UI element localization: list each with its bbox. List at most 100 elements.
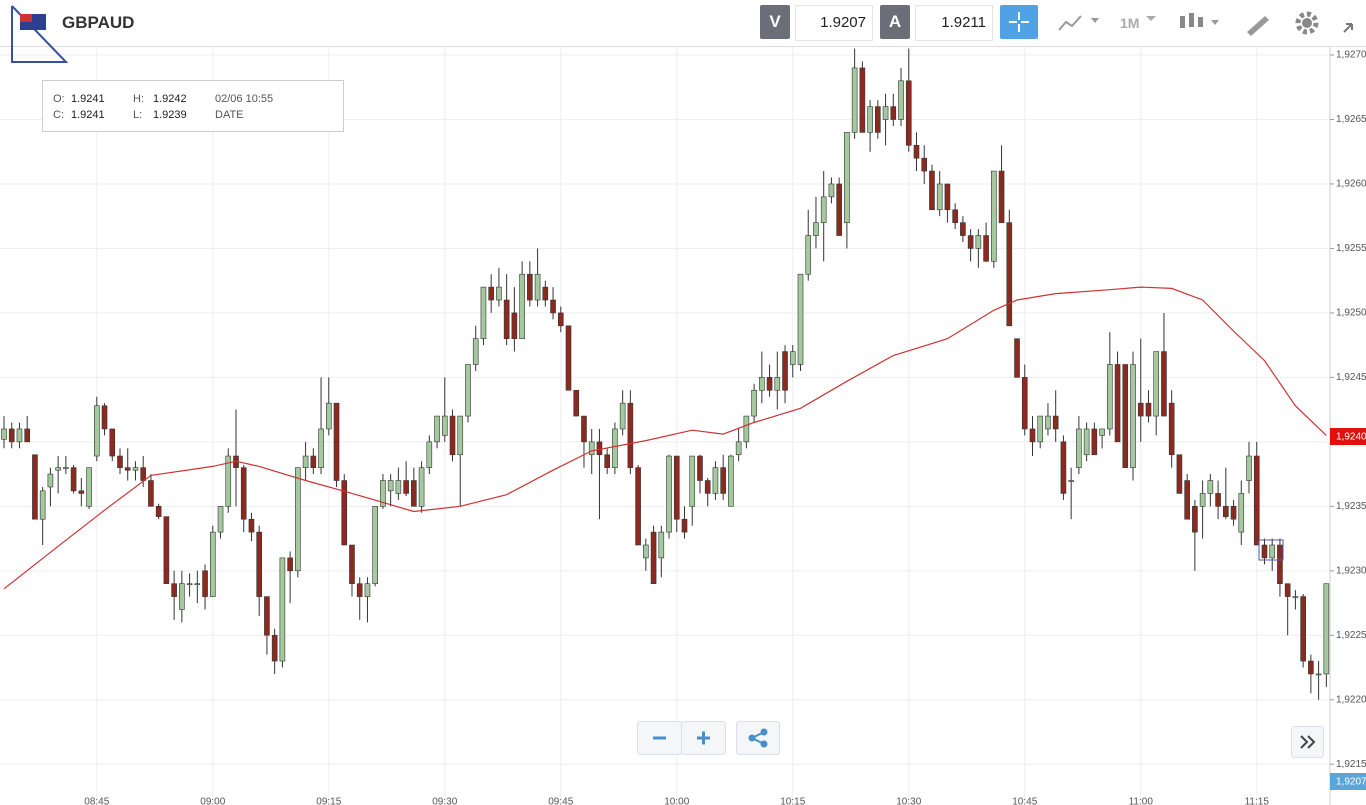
ask-price[interactable]: 1.9211	[915, 5, 993, 41]
candle-body	[356, 583, 363, 597]
candle-body	[1076, 428, 1082, 468]
y-tick-label: 1,9270	[1336, 50, 1366, 61]
ohlc-box: O: 1.9241 H: 1.9242 02/06 10:55 C: 1.924…	[42, 80, 344, 132]
candle-body	[534, 273, 541, 301]
candle-body	[287, 557, 293, 572]
candle-body	[527, 273, 533, 301]
candle-body	[426, 441, 433, 468]
candle-body	[503, 299, 510, 340]
candle-body	[1052, 415, 1059, 430]
candle-body	[728, 455, 734, 507]
collapse-icon[interactable]	[1340, 12, 1364, 36]
bid-label: V	[760, 5, 790, 39]
hover-box	[1258, 539, 1284, 561]
candle-body	[960, 222, 966, 236]
settings-icon[interactable]	[1293, 9, 1321, 37]
candle-body	[47, 473, 54, 488]
candle-body	[1277, 544, 1283, 584]
draw-icon[interactable]	[1243, 8, 1273, 38]
candle-body	[132, 467, 139, 471]
crosshair-button[interactable]	[1000, 5, 1038, 39]
candle-body	[1308, 660, 1314, 675]
candle-body	[1192, 506, 1198, 533]
candle-body	[78, 490, 85, 494]
share-button[interactable]	[736, 721, 780, 755]
candle-body	[117, 455, 123, 468]
candle-body	[1300, 596, 1306, 662]
candle-body	[248, 518, 255, 533]
candle-body	[1230, 506, 1237, 520]
candles-icon[interactable]	[1175, 8, 1225, 38]
y-tick-label: 1,9250	[1336, 308, 1366, 319]
candle-body	[1021, 377, 1028, 430]
candle-body	[480, 286, 487, 340]
candle-body	[581, 415, 587, 443]
y-tick-label: 1,9265	[1336, 114, 1366, 125]
y-axis-strip	[1330, 46, 1366, 805]
candle-body	[557, 312, 564, 327]
candle-body	[472, 338, 479, 365]
symbol: GBPAUD	[62, 13, 135, 32]
candle-body	[1029, 428, 1036, 443]
candle-body	[789, 351, 796, 365]
candle-body	[55, 467, 61, 471]
candle-body	[457, 415, 464, 456]
zoom-out-button[interactable]	[637, 721, 682, 755]
candle-body	[991, 170, 997, 262]
candle-body	[643, 544, 649, 559]
candle-body	[511, 312, 518, 340]
candle-body	[882, 106, 889, 120]
candle-body	[1184, 480, 1190, 520]
close-value: 1.9241	[71, 109, 105, 121]
candle-body	[1284, 583, 1291, 597]
chart-type-icon[interactable]	[1055, 10, 1105, 36]
candle-body	[759, 377, 765, 391]
candle-body	[387, 480, 394, 492]
candle-body	[264, 596, 270, 636]
candle-body	[650, 531, 657, 584]
x-tick-label: 10:00	[664, 797, 689, 805]
bid-price[interactable]: 1.9207	[795, 5, 873, 41]
candle-body	[8, 428, 15, 443]
candle-body	[325, 402, 332, 430]
candle-body	[179, 583, 185, 610]
candle-body	[1315, 673, 1322, 676]
candle-body	[859, 67, 866, 133]
candle-body	[1161, 351, 1167, 417]
candle-body	[148, 480, 154, 507]
candle-body	[774, 377, 781, 391]
timeframe[interactable]: 1M	[1120, 15, 1140, 31]
y-tick-label: 1,9245	[1336, 372, 1366, 383]
candle-body	[395, 480, 402, 494]
x-tick-label: 10:30	[896, 797, 921, 805]
candle-body	[349, 544, 355, 584]
high-value: 1.9242	[153, 93, 187, 105]
candle-body	[488, 286, 494, 301]
candle-body	[434, 415, 440, 443]
candle-body	[913, 144, 920, 159]
candle-body	[905, 80, 912, 146]
candle-body	[93, 405, 100, 457]
candle-body	[411, 480, 417, 507]
candle-body	[1168, 402, 1175, 456]
candle-body	[465, 364, 471, 417]
candle-body	[1246, 455, 1252, 481]
candle-body	[124, 467, 131, 471]
candle-body	[1269, 544, 1276, 559]
candle-body	[295, 467, 301, 572]
candle-body	[1130, 364, 1136, 468]
x-tick-label: 09:00	[200, 797, 225, 805]
candle-body	[1207, 480, 1214, 494]
candle-body	[565, 325, 572, 391]
candle-body	[844, 132, 850, 223]
candle-body	[797, 273, 804, 365]
candle-body	[1199, 493, 1206, 507]
candle-body	[318, 428, 324, 468]
scroll-end-button[interactable]	[1291, 726, 1324, 758]
zoom-in-button[interactable]	[681, 721, 726, 755]
candle-body	[364, 583, 371, 597]
candle-body	[681, 518, 688, 533]
candle-body	[140, 467, 146, 481]
candle-body	[666, 455, 672, 533]
candle-body	[186, 583, 193, 585]
